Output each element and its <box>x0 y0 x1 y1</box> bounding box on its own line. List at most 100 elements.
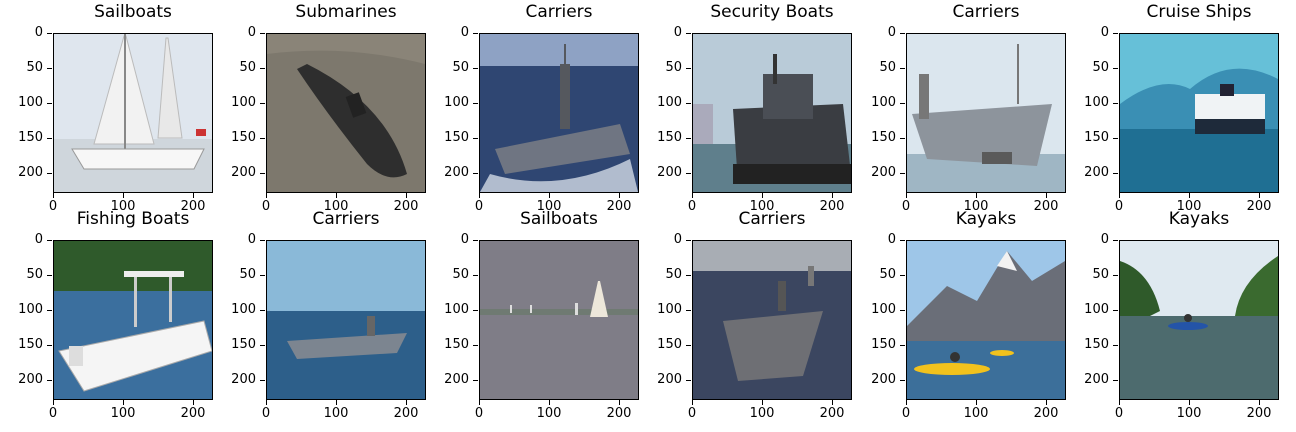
x-tick-label: 0 <box>901 406 911 421</box>
y-tick <box>686 33 691 34</box>
y-tick <box>900 345 905 346</box>
x-tick <box>1119 400 1120 405</box>
y-tick-label: 100 <box>657 302 682 317</box>
y-tick-label: 0 <box>247 232 256 247</box>
x-tick-label: 200 <box>1033 199 1059 214</box>
y-tick <box>47 345 52 346</box>
y-tick <box>900 380 905 381</box>
x-tick <box>193 193 194 198</box>
x-tick-label: 200 <box>819 199 845 214</box>
image-panel: Submarines 0 50 100 150 200 0 100 200 <box>231 2 426 214</box>
y-tick-label: 200 <box>1084 165 1109 180</box>
y-tick <box>47 275 52 276</box>
x-tick <box>906 400 907 405</box>
y-tick <box>900 275 905 276</box>
image-panel: Kayaks 0 50 100 150 200 0 100 200 <box>871 209 1066 421</box>
y-tick-label: 0 <box>247 25 256 40</box>
y-tick <box>47 310 52 311</box>
y-tick-label: 0 <box>1100 25 1109 40</box>
y-tick-label: 200 <box>657 372 682 387</box>
y-tick-label: 50 <box>452 60 469 75</box>
x-tick <box>1046 400 1047 405</box>
photo-fishing <box>53 240 213 400</box>
y-tick <box>260 33 265 34</box>
photo-carrier-side <box>906 33 1066 193</box>
image-panel: Cruise Ships 0 50 100 150 200 0 100 200 <box>1084 2 1279 214</box>
x-tick-label: 100 <box>1176 199 1202 214</box>
image-panel: Carriers 0 50 100 150 200 0 100 200 <box>657 209 852 421</box>
x-tick-label: 200 <box>606 199 632 214</box>
y-tick <box>1113 138 1118 139</box>
y-tick-label: 50 <box>26 267 43 282</box>
y-tick <box>686 103 691 104</box>
x-tick-label: 100 <box>749 406 775 421</box>
y-tick-label: 150 <box>1084 130 1109 145</box>
image-panel: Sailboats 0 50 100 150 200 0 100 200 <box>18 2 213 214</box>
panel-title: Carriers <box>312 209 380 229</box>
y-tick-label: 150 <box>657 130 682 145</box>
panel-title: Kayaks <box>955 209 1017 229</box>
y-tick-label: 200 <box>871 372 896 387</box>
x-tick-label: 200 <box>393 406 419 421</box>
y-tick <box>260 275 265 276</box>
y-tick <box>1113 68 1118 69</box>
x-tick-label: 200 <box>1246 199 1272 214</box>
x-tick <box>193 400 194 405</box>
x-tick-label: 200 <box>606 406 632 421</box>
y-tick <box>1113 103 1118 104</box>
x-tick <box>479 400 480 405</box>
y-tick <box>260 173 265 174</box>
image-panel: Carriers 0 50 100 150 200 0 100 200 <box>871 2 1066 214</box>
x-tick <box>692 193 693 198</box>
y-tick-label: 100 <box>871 302 896 317</box>
x-tick-label: 100 <box>323 199 349 214</box>
panel-title: Fishing Boats <box>76 209 190 229</box>
y-tick-label: 100 <box>444 95 469 110</box>
y-tick <box>47 173 52 174</box>
x-tick <box>1119 193 1120 198</box>
y-tick-label: 100 <box>231 95 256 110</box>
photo-cruise <box>1119 33 1279 193</box>
x-tick <box>123 193 124 198</box>
x-tick-label: 100 <box>110 406 136 421</box>
y-tick <box>900 310 905 311</box>
x-tick-label: 200 <box>180 406 206 421</box>
x-tick <box>976 400 977 405</box>
y-tick <box>1113 240 1118 241</box>
y-tick <box>1113 310 1118 311</box>
y-tick-label: 50 <box>239 267 256 282</box>
x-tick-label: 200 <box>1246 406 1272 421</box>
x-tick <box>266 400 267 405</box>
y-tick-label: 0 <box>887 232 896 247</box>
image-panel: Kayaks 0 50 100 150 200 0 100 200 <box>1084 209 1279 421</box>
x-tick-label: 0 <box>48 406 58 421</box>
photo-carrier-deck <box>692 240 852 400</box>
y-tick <box>260 68 265 69</box>
image-panel: Fishing Boats 0 50 100 150 200 0 100 200 <box>18 209 213 421</box>
y-tick <box>686 138 691 139</box>
x-tick <box>266 193 267 198</box>
x-tick-label: 100 <box>1176 406 1202 421</box>
x-tick-label: 100 <box>110 199 136 214</box>
y-tick-label: 200 <box>657 165 682 180</box>
x-tick-label: 200 <box>180 199 206 214</box>
x-tick <box>976 193 977 198</box>
y-tick-label: 150 <box>231 337 256 352</box>
panel-title: Security Boats <box>710 2 834 22</box>
y-tick-label: 0 <box>1100 232 1109 247</box>
image-panel: Security Boats 0 50 100 150 200 0 100 200 <box>657 2 852 214</box>
y-tick <box>47 380 52 381</box>
panel-title: Sailboats <box>520 209 598 229</box>
y-tick-label: 200 <box>18 372 43 387</box>
y-tick-label: 50 <box>452 267 469 282</box>
y-tick-label: 150 <box>444 337 469 352</box>
y-tick-label: 150 <box>657 337 682 352</box>
x-tick <box>549 193 550 198</box>
y-tick-label: 50 <box>26 60 43 75</box>
image-panel: Sailboats 0 50 100 150 200 0 100 200 <box>444 209 639 421</box>
x-tick-label: 100 <box>963 199 989 214</box>
y-tick <box>686 68 691 69</box>
y-tick <box>473 240 478 241</box>
x-tick <box>619 193 620 198</box>
x-tick <box>1046 193 1047 198</box>
